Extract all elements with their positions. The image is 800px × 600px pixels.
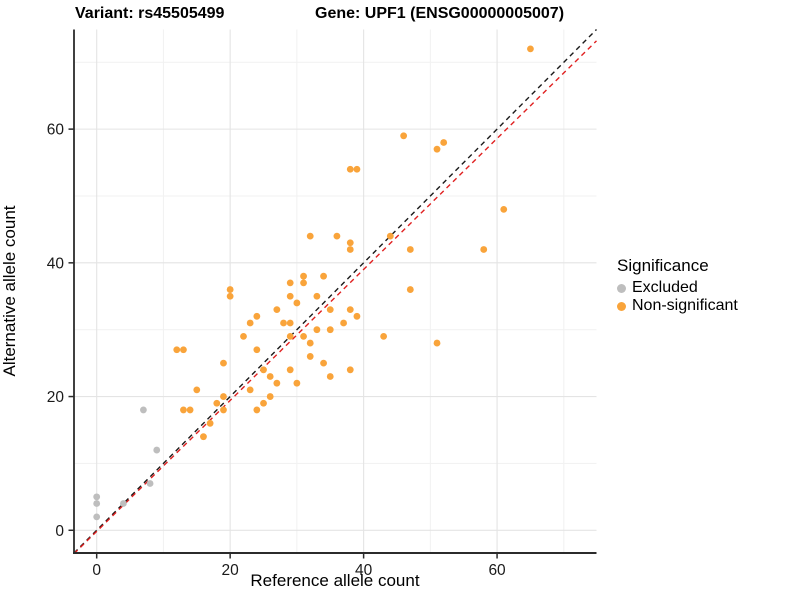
data-point-non-significant <box>333 232 341 240</box>
y-axis-title: Alternative allele count <box>0 205 19 377</box>
data-point-non-significant <box>286 319 294 327</box>
data-point-non-significant <box>346 306 354 314</box>
data-point-non-significant <box>306 232 314 240</box>
data-point-non-significant <box>266 373 274 380</box>
data-point-excluded <box>93 513 101 521</box>
data-point-non-significant <box>353 165 361 173</box>
x-axis-title: Reference allele count <box>0 571 800 591</box>
data-point-non-significant <box>246 319 254 327</box>
non-significant-dot-icon <box>617 301 626 311</box>
fit-line <box>73 40 597 555</box>
data-point-non-significant <box>306 353 314 360</box>
legend-item-non-significant: Non-significant <box>617 297 738 315</box>
variant-title: Variant: rs45505499 <box>75 5 225 22</box>
data-point-non-significant <box>186 406 194 414</box>
data-point-non-significant <box>346 165 354 173</box>
gene-title: Gene: UPF1 (ENSG00000005007) <box>315 5 565 22</box>
data-point-non-significant <box>300 332 307 340</box>
legend-item-excluded: Excluded <box>617 279 738 297</box>
data-point-non-significant <box>220 393 227 400</box>
x-tick-label: 20 <box>222 562 240 579</box>
data-point-non-significant <box>286 366 294 374</box>
legend-title: Significance <box>617 256 709 275</box>
data-point-non-significant <box>286 279 294 287</box>
data-point-non-significant <box>320 272 327 280</box>
data-point-non-significant <box>293 299 301 307</box>
identity-line <box>73 29 597 554</box>
data-point-non-significant <box>246 386 254 394</box>
x-tick-label: 40 <box>355 562 373 579</box>
data-point-non-significant <box>386 232 394 240</box>
data-point-non-significant <box>280 319 287 327</box>
data-point-non-significant <box>273 379 281 387</box>
data-point-non-significant <box>286 332 294 340</box>
x-axis-title-text: Reference allele count <box>250 571 420 590</box>
data-point-non-significant <box>260 399 267 407</box>
data-point-excluded <box>119 500 127 507</box>
data-point-non-significant <box>326 326 334 334</box>
data-point-non-significant <box>300 272 307 280</box>
data-point-non-significant <box>433 339 441 347</box>
data-point-non-significant <box>253 406 261 414</box>
x-tick-label: 60 <box>488 562 506 579</box>
data-point-non-significant <box>220 359 227 367</box>
data-point-excluded <box>139 406 147 414</box>
y-tick-label: 0 <box>55 523 64 540</box>
data-point-excluded <box>153 446 161 454</box>
data-point-non-significant <box>313 292 321 300</box>
data-point-non-significant <box>266 393 274 400</box>
data-point-non-significant <box>253 312 261 320</box>
data-point-non-significant <box>400 132 408 140</box>
data-point-non-significant <box>260 366 267 374</box>
data-point-non-significant <box>273 306 281 314</box>
data-point-non-significant <box>380 332 388 340</box>
y-tick-label: 60 <box>47 122 65 139</box>
legend-item-label: Excluded <box>632 279 698 296</box>
data-point-non-significant <box>306 339 314 347</box>
data-point-excluded <box>146 480 154 487</box>
data-point-non-significant <box>313 326 321 334</box>
data-point-non-significant <box>320 359 327 367</box>
data-point-non-significant <box>406 246 414 253</box>
data-point-excluded <box>93 500 101 507</box>
data-point-non-significant <box>240 332 247 340</box>
data-point-non-significant <box>340 319 347 327</box>
data-point-non-significant <box>180 406 187 414</box>
data-point-non-significant <box>346 246 354 253</box>
data-point-non-significant <box>300 279 307 287</box>
data-point-non-significant <box>440 139 448 146</box>
data-point-non-significant <box>500 205 508 213</box>
data-point-non-significant <box>180 346 187 354</box>
data-point-non-significant <box>406 286 414 293</box>
excluded-dot-icon <box>617 283 626 293</box>
legend-item-label: Non-significant <box>632 297 738 314</box>
data-point-non-significant <box>286 292 294 300</box>
data-point-non-significant <box>253 346 261 354</box>
data-point-non-significant <box>346 366 354 374</box>
data-point-non-significant <box>213 399 221 407</box>
data-point-non-significant <box>480 246 488 253</box>
data-point-non-significant <box>173 346 181 354</box>
x-tick-label: 0 <box>92 562 101 579</box>
data-point-non-significant <box>346 239 354 247</box>
data-point-non-significant <box>220 406 227 414</box>
data-point-non-significant <box>326 373 334 380</box>
y-tick-label: 40 <box>47 255 65 272</box>
data-point-non-significant <box>200 433 207 441</box>
data-point-non-significant <box>433 145 441 153</box>
data-point-non-significant <box>326 306 334 314</box>
data-point-excluded <box>93 493 101 501</box>
data-point-non-significant <box>226 292 234 300</box>
data-point-non-significant <box>353 312 361 320</box>
data-point-non-significant <box>527 45 534 53</box>
data-point-non-significant <box>226 286 234 293</box>
data-point-non-significant <box>293 379 301 387</box>
y-tick-label: 20 <box>47 389 65 406</box>
data-point-non-significant <box>206 419 214 427</box>
data-point-non-significant <box>193 386 201 394</box>
legend: Significance Excluded Non-significant <box>617 256 738 315</box>
